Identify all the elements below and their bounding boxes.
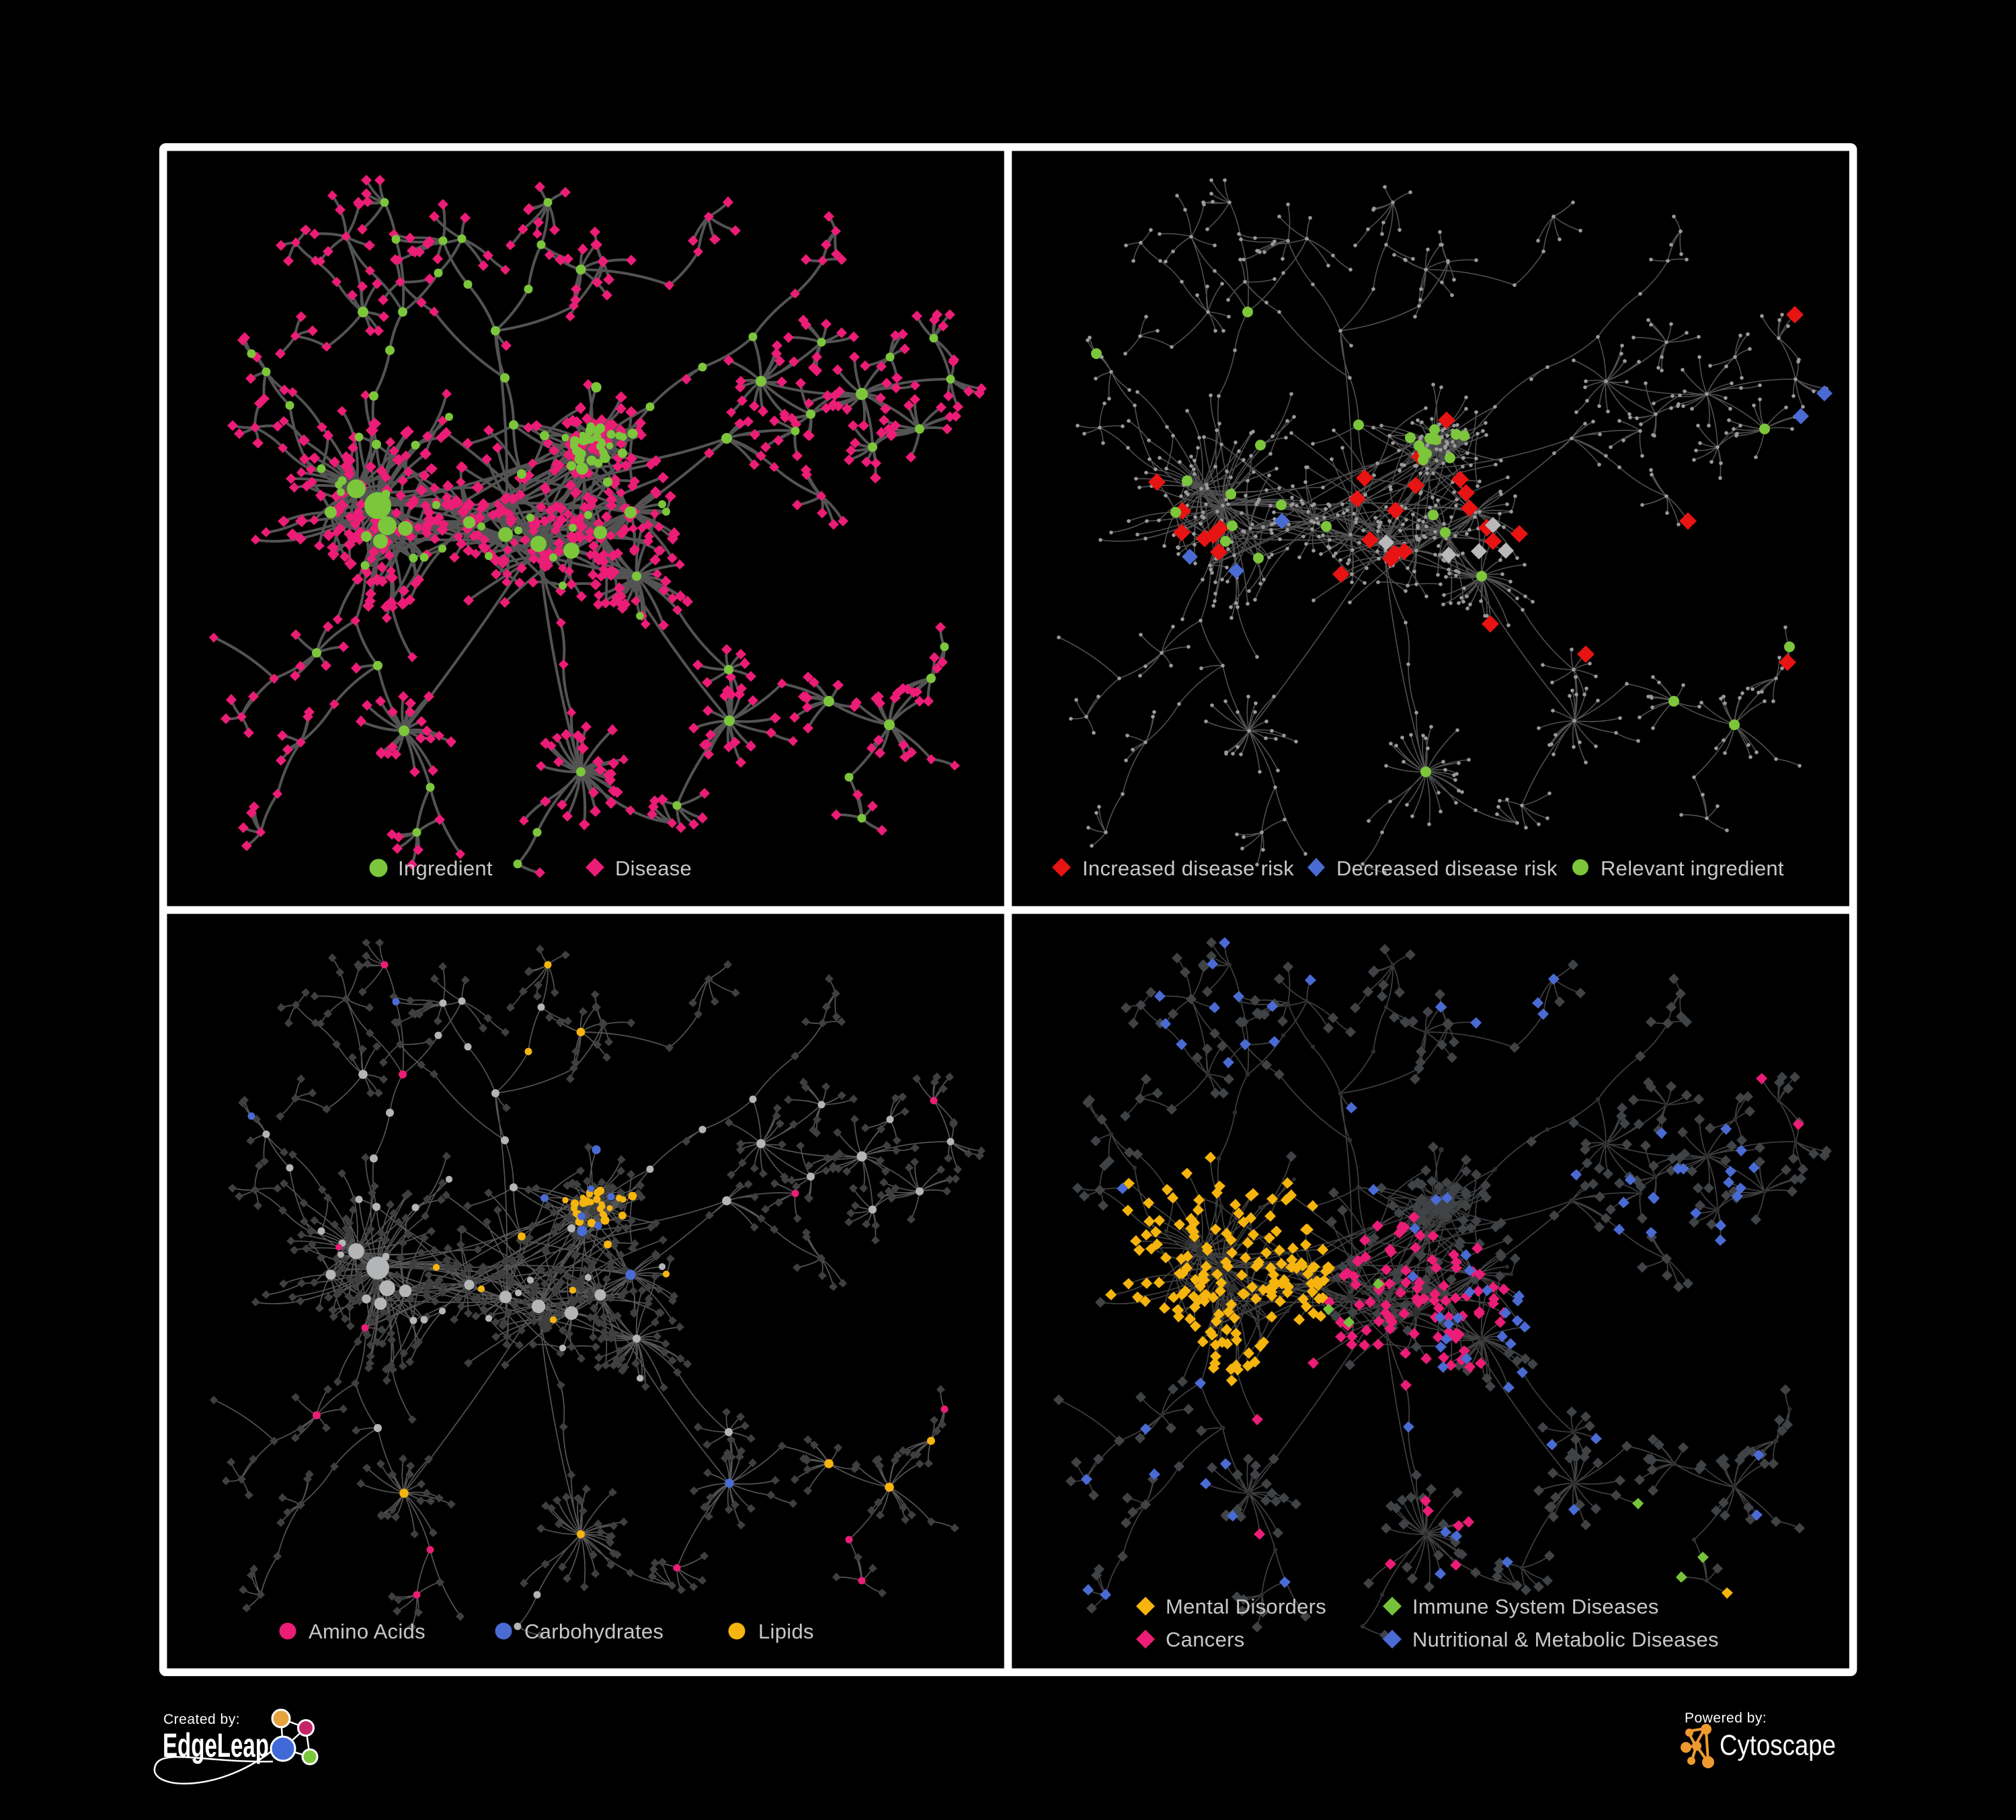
svg-text:Carbohydrates: Carbohydrates <box>524 1620 663 1643</box>
svg-text:Lipids: Lipids <box>758 1620 814 1643</box>
svg-text:Nutritional & Metabolic Diseas: Nutritional & Metabolic Diseases <box>1412 1628 1719 1651</box>
svg-text:Created by:: Created by: <box>163 1712 240 1727</box>
svg-text:Mental Disorders: Mental Disorders <box>1166 1595 1326 1618</box>
svg-text:Disease: Disease <box>615 857 692 880</box>
svg-text:Ingredient: Ingredient <box>398 857 493 880</box>
svg-text:Cancers: Cancers <box>1166 1628 1245 1651</box>
svg-text:Cytoscape: Cytoscape <box>1720 1729 1836 1762</box>
svg-text:Immune System Diseases: Immune System Diseases <box>1412 1595 1659 1618</box>
svg-text:Amino Acids: Amino Acids <box>309 1620 426 1643</box>
svg-text:Increased disease risk: Increased disease risk <box>1082 857 1294 880</box>
svg-text:Relevant ingredient: Relevant ingredient <box>1601 857 1784 880</box>
svg-text:EdgeLeap: EdgeLeap <box>163 1727 269 1764</box>
svg-text:Powered by:: Powered by: <box>1685 1710 1767 1726</box>
svg-text:Decreased disease risk: Decreased disease risk <box>1336 857 1558 880</box>
